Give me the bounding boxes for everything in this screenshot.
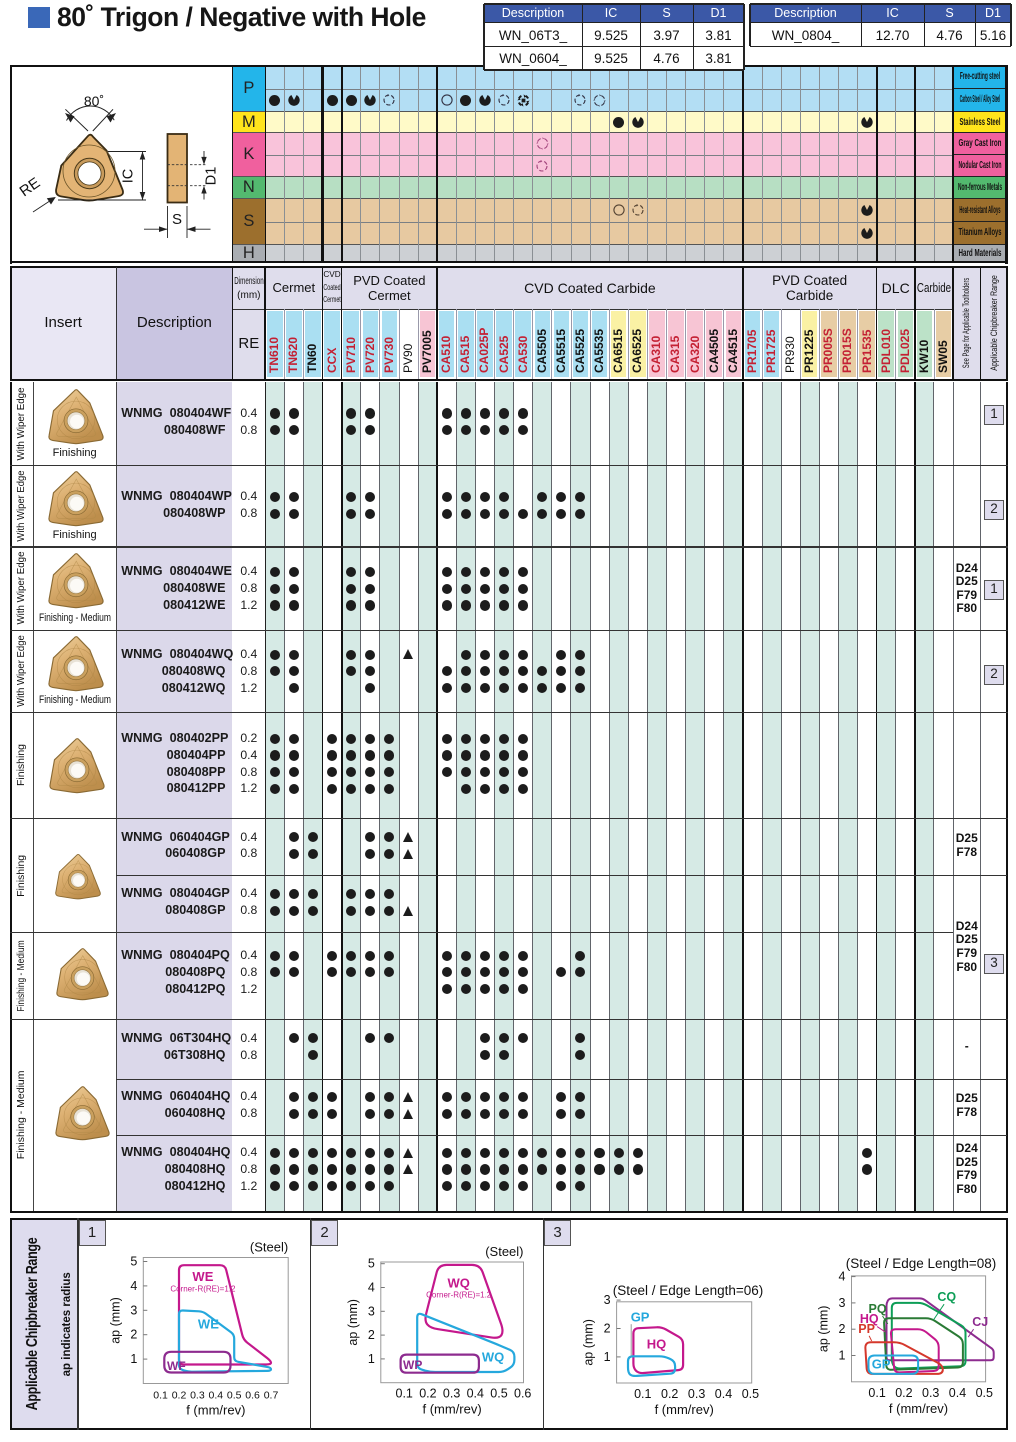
svg-text:0.2: 0.2 [661, 1387, 678, 1401]
svg-text:1: 1 [130, 1352, 137, 1366]
svg-text:0.4: 0.4 [208, 1390, 223, 1402]
svg-text:0.2: 0.2 [895, 1386, 912, 1400]
svg-text:0.1: 0.1 [634, 1387, 651, 1401]
svg-text:0.4: 0.4 [949, 1386, 966, 1400]
svg-text:ap (mm): ap (mm) [346, 1299, 360, 1346]
svg-text:0.5: 0.5 [490, 1387, 507, 1401]
svg-text:2: 2 [130, 1328, 137, 1342]
svg-text:2: 2 [604, 1322, 611, 1336]
svg-text:WE: WE [192, 1269, 213, 1284]
svg-text:0.4: 0.4 [467, 1387, 484, 1401]
svg-text:f (mm/rev): f (mm/rev) [655, 1402, 714, 1417]
svg-text:0.5: 0.5 [976, 1386, 993, 1400]
svg-text:3: 3 [839, 1296, 846, 1310]
svg-text:WP: WP [403, 1358, 422, 1372]
svg-text:1: 1 [839, 1349, 846, 1363]
svg-text:80˚: 80˚ [84, 93, 104, 109]
svg-text:f (mm/rev): f (mm/rev) [186, 1403, 245, 1418]
svg-text:0.1: 0.1 [868, 1386, 885, 1400]
svg-text:WQ: WQ [448, 1276, 470, 1291]
svg-text:WQ: WQ [482, 1349, 504, 1364]
svg-text:0.5: 0.5 [742, 1387, 759, 1401]
svg-text:IC: IC [121, 169, 137, 184]
svg-text:PP: PP [858, 1322, 875, 1336]
svg-text:ap (mm): ap (mm) [582, 1319, 596, 1366]
svg-text:PQ: PQ [869, 1302, 887, 1316]
svg-text:2: 2 [839, 1322, 846, 1336]
svg-text:2: 2 [368, 1328, 375, 1342]
svg-text:4: 4 [368, 1281, 375, 1295]
svg-text:0.2: 0.2 [419, 1387, 436, 1401]
svg-text:3: 3 [130, 1303, 137, 1317]
svg-text:4: 4 [839, 1270, 846, 1284]
svg-text:S: S [172, 211, 182, 228]
svg-text:f (mm/rev): f (mm/rev) [889, 1401, 948, 1416]
svg-text:0.3: 0.3 [443, 1387, 460, 1401]
svg-text:1: 1 [604, 1350, 611, 1364]
svg-text:0.6: 0.6 [245, 1390, 260, 1402]
svg-text:5: 5 [130, 1255, 137, 1269]
svg-text:0.3: 0.3 [688, 1387, 705, 1401]
svg-text:0.5: 0.5 [227, 1390, 242, 1402]
svg-text:(Steel / Edge Length=06): (Steel / Edge Length=06) [613, 1283, 763, 1298]
svg-text:GP: GP [631, 1309, 650, 1324]
svg-text:HQ: HQ [860, 1312, 879, 1326]
svg-text:Corner-R(RE)=1.2: Corner-R(RE)=1.2 [170, 1284, 236, 1293]
svg-text:0.6: 0.6 [514, 1387, 531, 1401]
svg-text:0.3: 0.3 [190, 1390, 205, 1402]
svg-text:0.1: 0.1 [396, 1387, 413, 1401]
svg-text:ap (mm): ap (mm) [108, 1297, 122, 1344]
svg-text:0.2: 0.2 [172, 1390, 187, 1402]
svg-text:5: 5 [368, 1257, 375, 1271]
svg-text:4: 4 [130, 1279, 137, 1293]
svg-text:Corner-R(RE)=1.2: Corner-R(RE)=1.2 [426, 1291, 492, 1300]
svg-text:(Steel / Edge Length=08): (Steel / Edge Length=08) [846, 1256, 996, 1271]
svg-text:(Steel): (Steel) [250, 1240, 288, 1255]
svg-text:HQ: HQ [647, 1336, 667, 1351]
svg-text:CQ: CQ [937, 1290, 956, 1304]
svg-text:1: 1 [368, 1352, 375, 1366]
svg-text:ap (mm): ap (mm) [817, 1306, 831, 1353]
svg-text:D1: D1 [204, 167, 220, 186]
svg-text:3: 3 [368, 1304, 375, 1318]
svg-text:f (mm/rev): f (mm/rev) [422, 1402, 481, 1417]
svg-text:0.7: 0.7 [264, 1390, 279, 1402]
svg-text:0.3: 0.3 [922, 1386, 939, 1400]
svg-text:CJ: CJ [972, 1315, 988, 1329]
svg-text:WF: WF [167, 1359, 186, 1373]
svg-text:3: 3 [604, 1293, 611, 1307]
svg-text:WE: WE [198, 1317, 219, 1332]
svg-text:GP: GP [872, 1357, 891, 1372]
svg-text:0.4: 0.4 [715, 1387, 732, 1401]
svg-text:0.1: 0.1 [153, 1390, 168, 1402]
svg-text:(Steel): (Steel) [485, 1244, 523, 1259]
